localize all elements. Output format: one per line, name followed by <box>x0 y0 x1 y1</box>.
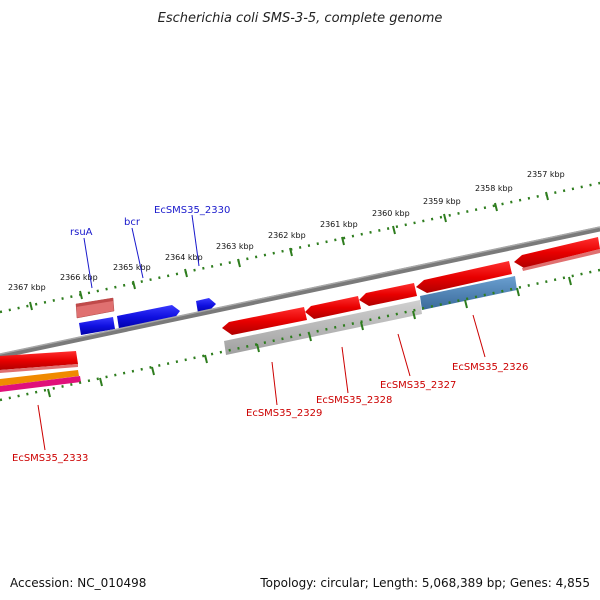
major-tick <box>412 310 416 320</box>
tick-label: 2365 kbp <box>113 263 151 272</box>
gene-arrow-ecsms35-2327[interactable] <box>359 283 417 306</box>
major-tick <box>184 268 188 278</box>
feature-magenta[interactable] <box>0 376 81 392</box>
gene-arrow-bcr[interactable] <box>117 305 180 329</box>
footer-summary: Topology: circular; Length: 5,068,389 bp… <box>259 576 590 590</box>
major-tick <box>494 202 498 212</box>
major-tick <box>464 299 468 309</box>
leader-line <box>83 237 93 289</box>
gene-label-ecsms35-2329[interactable]: EcSMS35_2329 <box>246 408 322 419</box>
major-tick <box>392 225 396 235</box>
leader-line <box>271 361 278 406</box>
major-tick <box>341 236 345 246</box>
major-tick <box>47 388 51 398</box>
major-tick <box>360 321 364 331</box>
major-tick <box>443 213 447 223</box>
major-tick <box>237 258 241 268</box>
gene-arrow-right-red[interactable] <box>514 237 600 268</box>
forward-gene-labels: rsuA bcr EcSMS35_2330 <box>70 205 230 289</box>
backbone-line <box>0 226 600 359</box>
major-tick <box>151 366 155 376</box>
gene-label-ecsms35-2327[interactable]: EcSMS35_2327 <box>380 380 456 391</box>
major-tick <box>545 191 549 201</box>
gene-label-ecsms35-2328[interactable]: EcSMS35_2328 <box>316 395 392 406</box>
leader-line <box>472 314 486 358</box>
tick-label: 2360 kbp <box>372 209 410 218</box>
leader-line <box>397 333 411 377</box>
leader-line <box>191 214 200 267</box>
tick-label: 2361 kbp <box>320 220 358 229</box>
gene-arrow-ecsms35-2328[interactable] <box>305 296 361 319</box>
major-tick <box>204 354 208 364</box>
gene-arrow-left-red[interactable] <box>0 351 78 370</box>
gene-label-ecsms35-2330[interactable]: EcSMS35_2330 <box>154 205 230 216</box>
major-tick <box>308 332 312 342</box>
gene-label-bcr[interactable]: bcr <box>124 217 141 228</box>
upper-ruler-line <box>0 181 600 314</box>
gene-label-ecsms35-2333[interactable]: EcSMS35_2333 <box>12 453 88 464</box>
gene-arrow-ecsms35-2326[interactable] <box>416 261 512 293</box>
tick-label: 2359 kbp <box>423 197 461 206</box>
map-title: Escherichia coli SMS-3-5, complete genom… <box>158 11 443 26</box>
gene-arrow-left-red-shadow <box>0 364 78 373</box>
upper-tick-ruler <box>0 181 600 314</box>
tick-label: 2357 kbp <box>527 170 565 179</box>
genome-backbone <box>0 226 600 359</box>
major-tick <box>99 377 103 387</box>
feature-steel-blue[interactable] <box>420 276 517 310</box>
leader-line <box>341 346 349 394</box>
gene-arrow-ecsms35-2329[interactable] <box>222 307 307 335</box>
tick-label: 2367 kbp <box>8 283 46 292</box>
major-tick <box>256 343 260 353</box>
upper-tick-labels: 2367 kbp 2366 kbp 2365 kbp 2364 kbp 2363… <box>8 170 565 292</box>
lower-ruler-line <box>0 268 600 402</box>
feature-orange[interactable] <box>0 370 79 386</box>
forward-strand-features <box>75 297 216 335</box>
feature-rsua-pink-top <box>76 298 113 307</box>
lower-tick-ruler <box>0 268 600 402</box>
tick-label: 2358 kbp <box>475 184 513 193</box>
major-tick <box>289 247 293 257</box>
major-tick <box>568 276 572 286</box>
major-tick <box>132 280 136 290</box>
leader-line <box>37 404 46 451</box>
major-tick <box>516 287 520 297</box>
tick-label: 2366 kbp <box>60 273 98 282</box>
gene-arrow-right-red-shadow <box>522 249 600 271</box>
major-tick <box>29 301 33 311</box>
leader-line <box>131 227 144 279</box>
gene-label-ecsms35-2326[interactable]: EcSMS35_2326 <box>452 362 528 373</box>
backbone-highlight <box>0 226 600 355</box>
gene-arrow-rsua[interactable] <box>79 317 115 335</box>
tick-label: 2362 kbp <box>268 231 306 240</box>
gene-arrow-ecsms35-2330[interactable] <box>196 298 216 313</box>
tick-label: 2363 kbp <box>216 242 254 251</box>
footer-accession: Accession: NC_010498 <box>10 576 146 590</box>
major-tick <box>79 290 83 300</box>
tick-label: 2364 kbp <box>165 253 203 262</box>
reverse-gene-labels: EcSMS35_2329 EcSMS35_2328 EcSMS35_2327 E… <box>12 314 528 464</box>
gene-label-rsua[interactable]: rsuA <box>70 227 93 238</box>
